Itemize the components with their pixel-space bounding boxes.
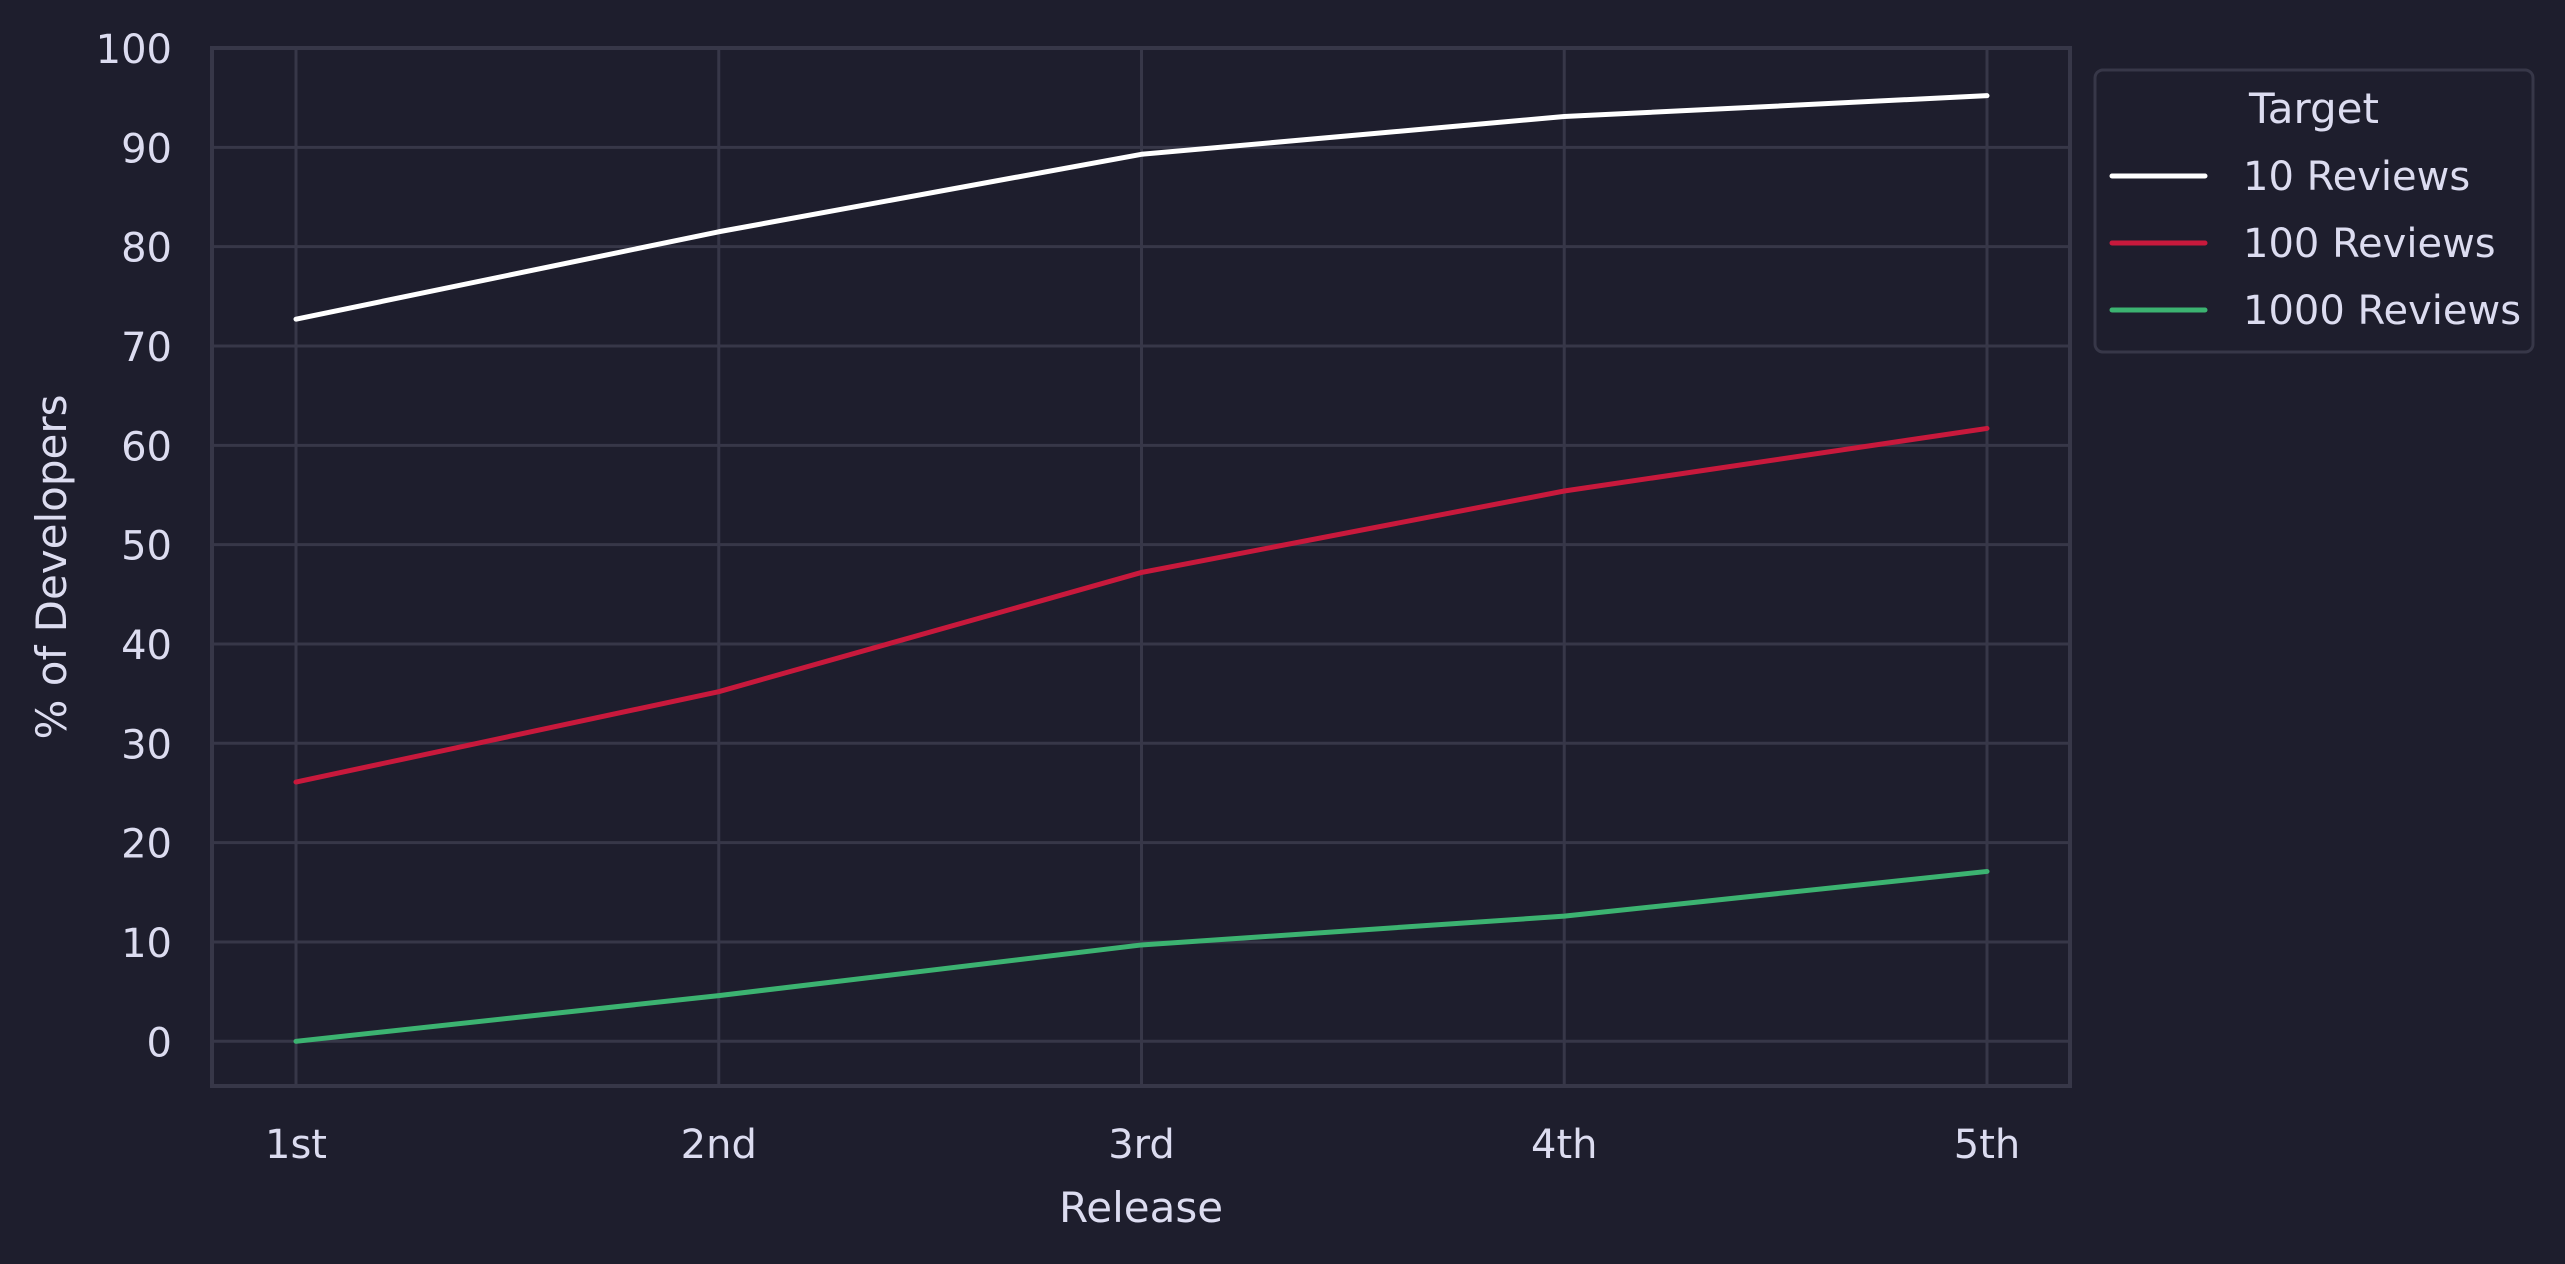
y-tick-label: 80	[121, 226, 172, 272]
x-tick-label: 4th	[1531, 1122, 1597, 1168]
y-axis-tick-labels: 0 10 20 30 40 50 60 70 80 90 100	[96, 27, 172, 1066]
y-tick-label: 0	[147, 1020, 172, 1066]
y-tick-label: 20	[121, 822, 172, 868]
legend-box	[2093, 68, 2535, 354]
legend-label: 100 Reviews	[2243, 221, 2496, 267]
y-tick-label: 100	[96, 27, 172, 73]
series-line-1	[293, 93, 1990, 322]
legend-label: 10 Reviews	[2243, 154, 2470, 200]
legend-title: Target	[2248, 84, 2379, 133]
series-line-2	[293, 425, 1990, 785]
x-tick-label: 1st	[265, 1122, 327, 1168]
legend-entries: 10 Reviews 100 Reviews 1000 Reviews	[2109, 154, 2521, 334]
x-tick-label: 2nd	[681, 1122, 757, 1168]
plot-area-frame	[210, 46, 2072, 1088]
y-tick-label: 30	[121, 722, 172, 768]
y-axis-label: % of Developers	[27, 395, 76, 740]
series-line-3	[293, 868, 1990, 1044]
y-tick-label: 70	[121, 325, 172, 371]
y-tick-label: 90	[121, 126, 172, 172]
series-lines	[293, 93, 1990, 1044]
x-tick-label: 5th	[1954, 1122, 2020, 1168]
y-tick-label: 60	[121, 424, 172, 470]
x-axis-label: Release	[1059, 1183, 1223, 1232]
y-tick-label: 40	[121, 623, 172, 669]
grid-lines	[212, 46, 2070, 1086]
x-axis-tick-labels: 1st 2nd 3rd 4th 5th	[265, 1122, 2020, 1168]
legend-label: 1000 Reviews	[2243, 288, 2521, 334]
x-tick-label: 3rd	[1108, 1122, 1175, 1168]
y-tick-label: 50	[121, 524, 172, 570]
legend: Target 10 Reviews 100 Reviews 1000 Reviews	[2093, 68, 2535, 354]
y-tick-label: 10	[121, 921, 172, 967]
